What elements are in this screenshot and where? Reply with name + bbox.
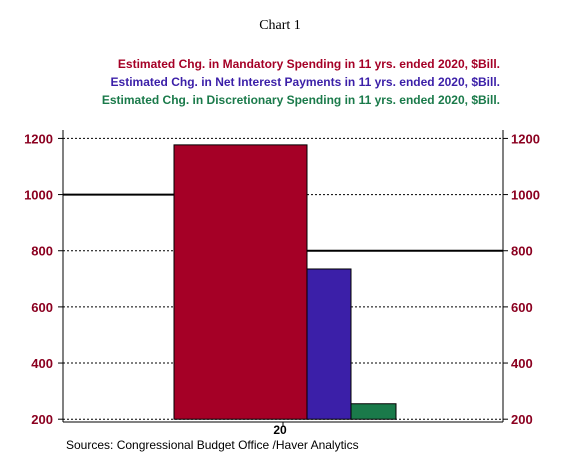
- legend-entry: Estimated Chg. in Net Interest Payments …: [111, 75, 500, 89]
- chart-title: Chart 1: [259, 18, 301, 33]
- tick-labels: 200 200 400 400 600 600 800 800 1000 1000 1200 1200…: [24, 131, 540, 437]
- bar: [306, 268, 352, 420]
- y-tick-label-right: 600: [511, 300, 533, 315]
- y-tick-label-left: 1200: [24, 131, 53, 146]
- y-tick-label-left: 600: [31, 300, 53, 315]
- y-tick-label-left: 400: [31, 356, 53, 371]
- legend-entry: Estimated Chg. in Discretionary Spending…: [102, 93, 500, 107]
- y-tick-label-left: 800: [31, 244, 53, 259]
- y-tick-label-right: 200: [511, 412, 533, 427]
- y-tick-label-right: 1200: [511, 131, 540, 146]
- bars: [173, 144, 397, 420]
- source-note: Sources: Congressional Budget Office /Ha…: [66, 438, 359, 452]
- bar: [173, 144, 308, 420]
- y-tick-label-right: 800: [511, 244, 533, 259]
- legend: Estimated Chg. in Mandatory Spending in …: [102, 57, 500, 107]
- y-tick-label-left: 1000: [24, 188, 53, 203]
- y-tick-label-right: 400: [511, 356, 533, 371]
- axes: [58, 130, 508, 427]
- bar: [350, 403, 397, 420]
- x-tick-label: 20: [273, 423, 287, 437]
- legend-entry: Estimated Chg. in Mandatory Spending in …: [118, 57, 500, 71]
- y-tick-label-left: 200: [31, 412, 53, 427]
- y-tick-label-right: 1000: [511, 188, 540, 203]
